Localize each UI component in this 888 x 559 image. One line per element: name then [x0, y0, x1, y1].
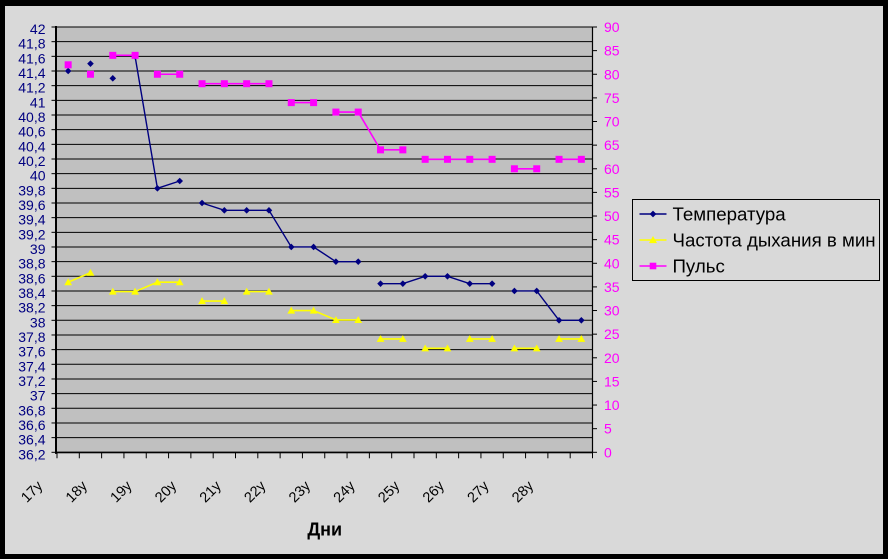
- svg-text:15: 15: [604, 373, 620, 389]
- svg-text:39,6: 39,6: [18, 197, 45, 213]
- svg-text:41,8: 41,8: [18, 36, 45, 52]
- svg-text:36,8: 36,8: [18, 402, 45, 418]
- svg-text:26у: 26у: [420, 478, 448, 506]
- svg-text:41,6: 41,6: [18, 50, 45, 66]
- svg-text:55: 55: [604, 184, 620, 200]
- svg-text:18у: 18у: [63, 478, 91, 506]
- svg-text:85: 85: [604, 43, 620, 59]
- svg-text:20: 20: [604, 350, 620, 366]
- svg-text:35: 35: [604, 279, 620, 295]
- svg-text:39: 39: [30, 241, 46, 257]
- svg-text:70: 70: [604, 114, 620, 130]
- svg-text:36,4: 36,4: [18, 432, 45, 448]
- svg-text:27у: 27у: [465, 478, 493, 506]
- svg-text:23у: 23у: [286, 478, 314, 506]
- svg-text:36,2: 36,2: [18, 446, 45, 462]
- svg-text:38,6: 38,6: [18, 270, 45, 286]
- svg-text:Дни: Дни: [307, 520, 342, 540]
- svg-text:39,4: 39,4: [18, 212, 45, 228]
- svg-text:36,6: 36,6: [18, 417, 45, 433]
- svg-text:0: 0: [604, 444, 612, 460]
- svg-text:25: 25: [604, 326, 620, 342]
- svg-text:40,8: 40,8: [18, 109, 45, 125]
- svg-text:41,4: 41,4: [18, 65, 45, 81]
- svg-text:Пульс: Пульс: [673, 256, 725, 277]
- svg-text:28у: 28у: [509, 478, 537, 506]
- svg-text:30: 30: [604, 303, 620, 319]
- svg-text:40,2: 40,2: [18, 153, 45, 169]
- svg-text:Температура: Температура: [673, 204, 787, 225]
- svg-text:20у: 20у: [152, 478, 180, 506]
- svg-text:39,8: 39,8: [18, 182, 45, 198]
- svg-text:22у: 22у: [242, 478, 270, 506]
- svg-text:90: 90: [604, 19, 620, 35]
- svg-text:41,2: 41,2: [18, 80, 45, 96]
- svg-text:65: 65: [604, 137, 620, 153]
- svg-text:37,8: 37,8: [18, 329, 45, 345]
- svg-text:75: 75: [604, 90, 620, 106]
- svg-text:21у: 21у: [197, 478, 225, 506]
- svg-text:38,4: 38,4: [18, 285, 45, 301]
- svg-text:40: 40: [30, 168, 46, 184]
- svg-text:37,2: 37,2: [18, 373, 45, 389]
- svg-text:17у: 17у: [18, 478, 46, 506]
- svg-text:24у: 24у: [331, 478, 359, 506]
- svg-text:19у: 19у: [108, 478, 136, 506]
- svg-text:39,2: 39,2: [18, 226, 45, 242]
- svg-text:Частота дыхания в мин: Частота дыхания в мин: [673, 230, 876, 251]
- svg-text:42: 42: [30, 21, 46, 37]
- svg-text:50: 50: [604, 208, 620, 224]
- svg-text:10: 10: [604, 397, 620, 413]
- svg-text:38: 38: [30, 314, 46, 330]
- svg-text:37,4: 37,4: [18, 358, 45, 374]
- svg-text:40,6: 40,6: [18, 124, 45, 140]
- svg-text:60: 60: [604, 161, 620, 177]
- svg-text:37,6: 37,6: [18, 344, 45, 360]
- svg-text:5: 5: [604, 421, 612, 437]
- svg-text:80: 80: [604, 66, 620, 82]
- svg-text:38,2: 38,2: [18, 300, 45, 316]
- svg-text:41: 41: [30, 94, 46, 110]
- svg-text:37: 37: [30, 388, 46, 404]
- svg-text:40,4: 40,4: [18, 138, 45, 154]
- svg-text:25у: 25у: [375, 478, 403, 506]
- svg-text:40: 40: [604, 255, 620, 271]
- svg-text:38,8: 38,8: [18, 256, 45, 272]
- svg-text:45: 45: [604, 232, 620, 248]
